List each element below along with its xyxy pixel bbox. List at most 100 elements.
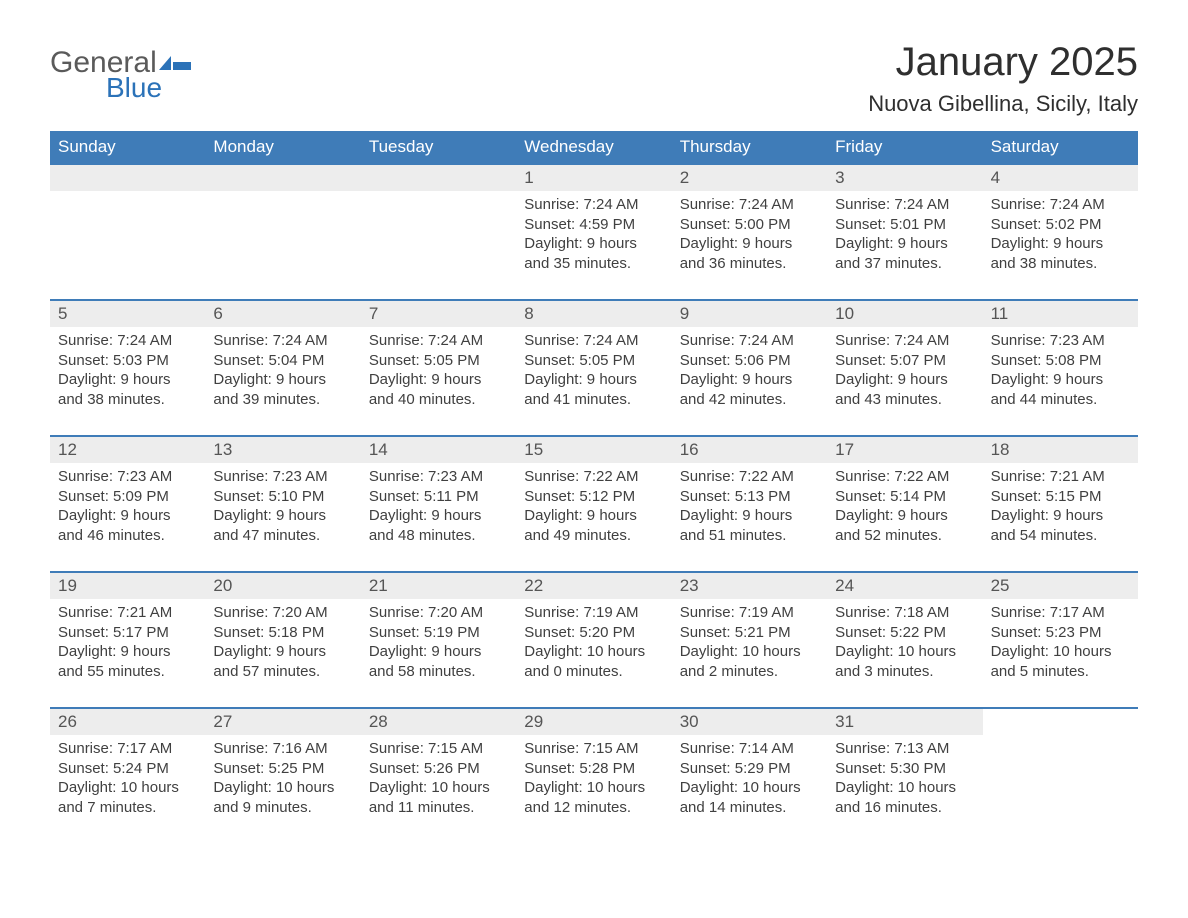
day-body: Sunrise: 7:22 AMSunset: 5:12 PMDaylight:… [516, 463, 671, 545]
day-cell: 30Sunrise: 7:14 AMSunset: 5:29 PMDayligh… [672, 709, 827, 843]
day-body: Sunrise: 7:24 AMSunset: 5:04 PMDaylight:… [205, 327, 360, 409]
dow-cell: Sunday [50, 131, 205, 163]
day-body: Sunrise: 7:19 AMSunset: 5:21 PMDaylight:… [672, 599, 827, 681]
day-number: 21 [361, 573, 516, 599]
dow-cell: Monday [205, 131, 360, 163]
day-number: 27 [205, 709, 360, 735]
day-cell: 23Sunrise: 7:19 AMSunset: 5:21 PMDayligh… [672, 573, 827, 707]
day-cell: 19Sunrise: 7:21 AMSunset: 5:17 PMDayligh… [50, 573, 205, 707]
week-row: 26Sunrise: 7:17 AMSunset: 5:24 PMDayligh… [50, 707, 1138, 843]
day-number: 28 [361, 709, 516, 735]
day-body: Sunrise: 7:22 AMSunset: 5:13 PMDaylight:… [672, 463, 827, 545]
day-body: Sunrise: 7:24 AMSunset: 5:03 PMDaylight:… [50, 327, 205, 409]
day-number: 14 [361, 437, 516, 463]
page-title: January 2025 [868, 40, 1138, 85]
day-body: Sunrise: 7:24 AMSunset: 5:01 PMDaylight:… [827, 191, 982, 273]
day-body: Sunrise: 7:20 AMSunset: 5:18 PMDaylight:… [205, 599, 360, 681]
day-body: Sunrise: 7:24 AMSunset: 5:06 PMDaylight:… [672, 327, 827, 409]
day-cell: 17Sunrise: 7:22 AMSunset: 5:14 PMDayligh… [827, 437, 982, 571]
day-body: Sunrise: 7:18 AMSunset: 5:22 PMDaylight:… [827, 599, 982, 681]
week-row: 5Sunrise: 7:24 AMSunset: 5:03 PMDaylight… [50, 299, 1138, 435]
day-cell: 28Sunrise: 7:15 AMSunset: 5:26 PMDayligh… [361, 709, 516, 843]
day-cell: 31Sunrise: 7:13 AMSunset: 5:30 PMDayligh… [827, 709, 982, 843]
day-number: 13 [205, 437, 360, 463]
day-cell: 13Sunrise: 7:23 AMSunset: 5:10 PMDayligh… [205, 437, 360, 571]
day-body: Sunrise: 7:21 AMSunset: 5:17 PMDaylight:… [50, 599, 205, 681]
empty-day-header [50, 165, 205, 191]
day-cell: 21Sunrise: 7:20 AMSunset: 5:19 PMDayligh… [361, 573, 516, 707]
day-number: 8 [516, 301, 671, 327]
day-body: Sunrise: 7:24 AMSunset: 4:59 PMDaylight:… [516, 191, 671, 273]
day-number: 15 [516, 437, 671, 463]
day-number: 4 [983, 165, 1138, 191]
day-number: 29 [516, 709, 671, 735]
day-number: 30 [672, 709, 827, 735]
day-body: Sunrise: 7:22 AMSunset: 5:14 PMDaylight:… [827, 463, 982, 545]
dow-cell: Saturday [983, 131, 1138, 163]
day-number: 26 [50, 709, 205, 735]
day-body: Sunrise: 7:23 AMSunset: 5:10 PMDaylight:… [205, 463, 360, 545]
day-number: 17 [827, 437, 982, 463]
day-cell: 10Sunrise: 7:24 AMSunset: 5:07 PMDayligh… [827, 301, 982, 435]
day-body: Sunrise: 7:15 AMSunset: 5:28 PMDaylight:… [516, 735, 671, 817]
day-number: 1 [516, 165, 671, 191]
day-number: 24 [827, 573, 982, 599]
title-block: January 2025 Nuova Gibellina, Sicily, It… [868, 40, 1138, 117]
day-cell: 2Sunrise: 7:24 AMSunset: 5:00 PMDaylight… [672, 165, 827, 299]
day-body: Sunrise: 7:15 AMSunset: 5:26 PMDaylight:… [361, 735, 516, 817]
day-number: 3 [827, 165, 982, 191]
day-body: Sunrise: 7:23 AMSunset: 5:11 PMDaylight:… [361, 463, 516, 545]
day-body: Sunrise: 7:24 AMSunset: 5:05 PMDaylight:… [361, 327, 516, 409]
day-cell: 9Sunrise: 7:24 AMSunset: 5:06 PMDaylight… [672, 301, 827, 435]
week-row: 12Sunrise: 7:23 AMSunset: 5:09 PMDayligh… [50, 435, 1138, 571]
dow-cell: Thursday [672, 131, 827, 163]
week-row: 19Sunrise: 7:21 AMSunset: 5:17 PMDayligh… [50, 571, 1138, 707]
day-body: Sunrise: 7:16 AMSunset: 5:25 PMDaylight:… [205, 735, 360, 817]
day-cell: 11Sunrise: 7:23 AMSunset: 5:08 PMDayligh… [983, 301, 1138, 435]
day-cell [361, 165, 516, 299]
day-cell: 12Sunrise: 7:23 AMSunset: 5:09 PMDayligh… [50, 437, 205, 571]
empty-day-header [361, 165, 516, 191]
day-cell: 15Sunrise: 7:22 AMSunset: 5:12 PMDayligh… [516, 437, 671, 571]
calendar: SundayMondayTuesdayWednesdayThursdayFrid… [50, 131, 1138, 843]
day-cell: 8Sunrise: 7:24 AMSunset: 5:05 PMDaylight… [516, 301, 671, 435]
day-body: Sunrise: 7:19 AMSunset: 5:20 PMDaylight:… [516, 599, 671, 681]
logo-text-blue: Blue [106, 72, 193, 104]
day-cell [205, 165, 360, 299]
day-number: 11 [983, 301, 1138, 327]
day-number: 10 [827, 301, 982, 327]
day-body: Sunrise: 7:17 AMSunset: 5:23 PMDaylight:… [983, 599, 1138, 681]
day-cell: 1Sunrise: 7:24 AMSunset: 4:59 PMDaylight… [516, 165, 671, 299]
day-body: Sunrise: 7:24 AMSunset: 5:00 PMDaylight:… [672, 191, 827, 273]
day-number: 19 [50, 573, 205, 599]
day-number: 22 [516, 573, 671, 599]
day-body: Sunrise: 7:24 AMSunset: 5:05 PMDaylight:… [516, 327, 671, 409]
day-cell: 7Sunrise: 7:24 AMSunset: 5:05 PMDaylight… [361, 301, 516, 435]
day-cell: 26Sunrise: 7:17 AMSunset: 5:24 PMDayligh… [50, 709, 205, 843]
day-number: 31 [827, 709, 982, 735]
day-cell: 6Sunrise: 7:24 AMSunset: 5:04 PMDaylight… [205, 301, 360, 435]
dow-cell: Tuesday [361, 131, 516, 163]
empty-day-header [205, 165, 360, 191]
day-cell: 4Sunrise: 7:24 AMSunset: 5:02 PMDaylight… [983, 165, 1138, 299]
day-of-week-header: SundayMondayTuesdayWednesdayThursdayFrid… [50, 131, 1138, 163]
day-cell: 22Sunrise: 7:19 AMSunset: 5:20 PMDayligh… [516, 573, 671, 707]
day-cell: 18Sunrise: 7:21 AMSunset: 5:15 PMDayligh… [983, 437, 1138, 571]
dow-cell: Wednesday [516, 131, 671, 163]
day-number: 25 [983, 573, 1138, 599]
day-number: 2 [672, 165, 827, 191]
day-cell: 27Sunrise: 7:16 AMSunset: 5:25 PMDayligh… [205, 709, 360, 843]
day-number: 23 [672, 573, 827, 599]
day-cell: 25Sunrise: 7:17 AMSunset: 5:23 PMDayligh… [983, 573, 1138, 707]
day-cell [983, 709, 1138, 843]
day-body: Sunrise: 7:21 AMSunset: 5:15 PMDaylight:… [983, 463, 1138, 545]
day-body: Sunrise: 7:20 AMSunset: 5:19 PMDaylight:… [361, 599, 516, 681]
day-cell: 24Sunrise: 7:18 AMSunset: 5:22 PMDayligh… [827, 573, 982, 707]
day-cell: 3Sunrise: 7:24 AMSunset: 5:01 PMDaylight… [827, 165, 982, 299]
week-row: 1Sunrise: 7:24 AMSunset: 4:59 PMDaylight… [50, 163, 1138, 299]
day-number: 5 [50, 301, 205, 327]
day-cell: 29Sunrise: 7:15 AMSunset: 5:28 PMDayligh… [516, 709, 671, 843]
dow-cell: Friday [827, 131, 982, 163]
day-body: Sunrise: 7:24 AMSunset: 5:07 PMDaylight:… [827, 327, 982, 409]
day-body: Sunrise: 7:13 AMSunset: 5:30 PMDaylight:… [827, 735, 982, 817]
